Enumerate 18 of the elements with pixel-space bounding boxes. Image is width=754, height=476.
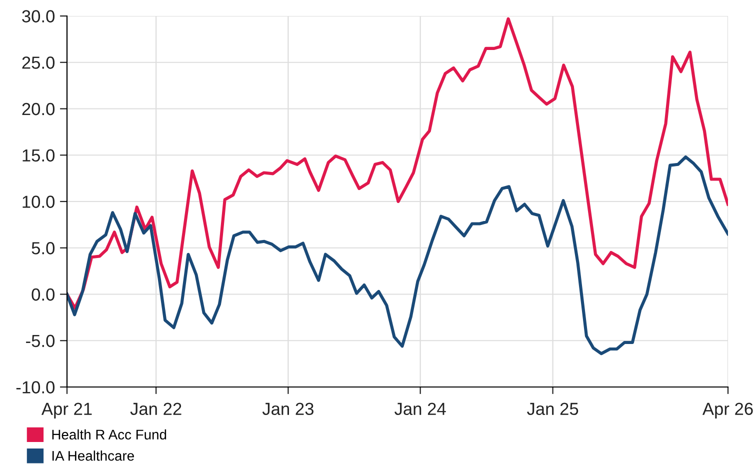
x-tick-label: Jan 22 <box>130 402 182 416</box>
y-tick-label: 25.0 <box>22 56 55 69</box>
y-tick-label: 20.0 <box>22 102 55 116</box>
x-tick-label: Jan 23 <box>262 402 314 416</box>
y-tick-label: -10.0 <box>16 381 55 394</box>
y-tick-label: 5.0 <box>32 242 55 254</box>
x-tick-label: Jan 24 <box>394 402 446 416</box>
y-tick-label: 10.0 <box>22 196 55 208</box>
x-tick-label: Apr 26 <box>702 402 753 418</box>
x-tick-label: Jan 25 <box>527 402 578 416</box>
legend-label: Health R Acc Fund <box>52 429 166 440</box>
legend-label: IA Healthcare <box>52 450 134 461</box>
y-tick-label: 30.0 <box>22 10 55 22</box>
y-tick-label: -5.0 <box>26 334 55 348</box>
x-tick-label: Apr 21 <box>41 402 92 418</box>
y-tick-label: 0.0 <box>32 288 55 301</box>
line-series <box>67 155 728 356</box>
y-tick-label: 15.0 <box>22 149 55 162</box>
